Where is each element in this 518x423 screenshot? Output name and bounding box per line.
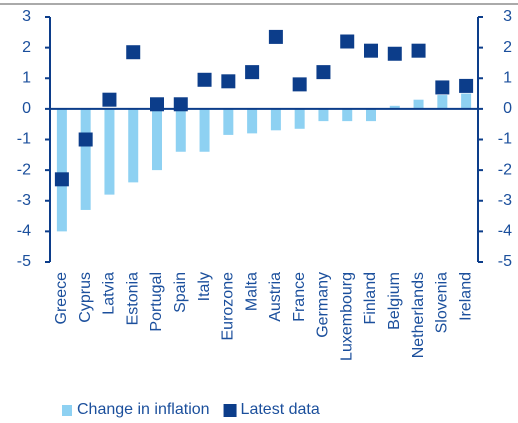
- marker: [316, 65, 331, 80]
- marker: [54, 172, 69, 187]
- bar: [104, 108, 115, 195]
- x-tick-label: France: [291, 272, 308, 322]
- x-tick-label: Germany: [315, 272, 332, 338]
- x-tick-label: Austria: [267, 272, 284, 322]
- marker: [78, 132, 93, 147]
- x-tick-label: Ireland: [457, 272, 474, 321]
- marker: [221, 74, 236, 89]
- y-tick-label: -1: [17, 131, 31, 148]
- x-tick-label: Slovenia: [434, 272, 451, 333]
- y-tick-label: 2: [22, 39, 31, 56]
- y-tick-label: 1: [22, 69, 31, 86]
- x-tick-label: Spain: [172, 272, 189, 313]
- y-tick-label: -4: [17, 223, 31, 240]
- bar: [199, 108, 210, 152]
- x-tick-label: Greece: [53, 272, 70, 325]
- bar: [437, 95, 448, 109]
- x-tick-label: Portugal: [148, 272, 165, 332]
- x-tick-label: Finland: [362, 272, 379, 324]
- marker: [197, 72, 212, 87]
- y2-tick-label: -4: [498, 223, 512, 240]
- bar: [128, 108, 139, 183]
- x-tick-label: Malta: [243, 272, 260, 311]
- y2-tick-label: 1: [503, 69, 512, 86]
- bar: [152, 108, 162, 171]
- bar: [342, 108, 353, 122]
- marker: [102, 92, 117, 107]
- bar: [294, 108, 305, 129]
- x-tick-label: Belgium: [386, 272, 403, 330]
- bar: [366, 108, 376, 122]
- y-tick-label: 0: [22, 100, 31, 117]
- bar: [175, 108, 186, 152]
- marker: [411, 43, 426, 58]
- y-tick-label: -2: [17, 161, 31, 178]
- bar: [223, 108, 234, 135]
- legend-label: Change in inflation: [77, 401, 210, 418]
- marker: [150, 97, 164, 112]
- y2-tick-label: -5: [498, 253, 512, 270]
- x-tick-label: Latvia: [101, 272, 118, 315]
- x-tick-label: Netherlands: [410, 272, 427, 358]
- marker: [126, 45, 141, 60]
- legend-label: Latest data: [241, 401, 320, 418]
- marker: [340, 34, 355, 49]
- y-tick-label: 3: [22, 8, 31, 25]
- y-tick-label: -3: [17, 192, 31, 209]
- y2-tick-label: -2: [498, 161, 512, 178]
- x-tick-label: Eurozone: [220, 272, 237, 341]
- marker: [387, 46, 402, 61]
- bar: [80, 108, 91, 210]
- y2-tick-label: -1: [498, 131, 512, 148]
- x-tick-label: Estonia: [124, 272, 141, 325]
- y2-tick-label: -3: [498, 192, 512, 209]
- x-tick-label: Cyprus: [77, 272, 94, 323]
- y2-tick-label: 0: [503, 100, 512, 117]
- bar: [56, 108, 67, 232]
- bar: [270, 108, 281, 131]
- x-tick-label: Italy: [196, 272, 213, 301]
- bar: [247, 108, 258, 134]
- marker: [173, 97, 188, 112]
- marker: [435, 80, 450, 95]
- bar: [413, 99, 424, 109]
- bar: [318, 108, 329, 122]
- y-tick-label: -5: [17, 253, 31, 270]
- y2-tick-label: 3: [503, 8, 512, 25]
- marker: [459, 78, 474, 93]
- marker: [245, 65, 260, 80]
- legend-swatch: [223, 404, 237, 417]
- marker: [364, 43, 378, 58]
- legend-swatch: [62, 405, 72, 416]
- x-tick-label: Luxembourg: [338, 272, 355, 361]
- bar: [389, 105, 400, 109]
- marker: [292, 77, 307, 92]
- marker: [268, 29, 283, 44]
- bar: [461, 93, 472, 109]
- y2-tick-label: 2: [503, 39, 512, 56]
